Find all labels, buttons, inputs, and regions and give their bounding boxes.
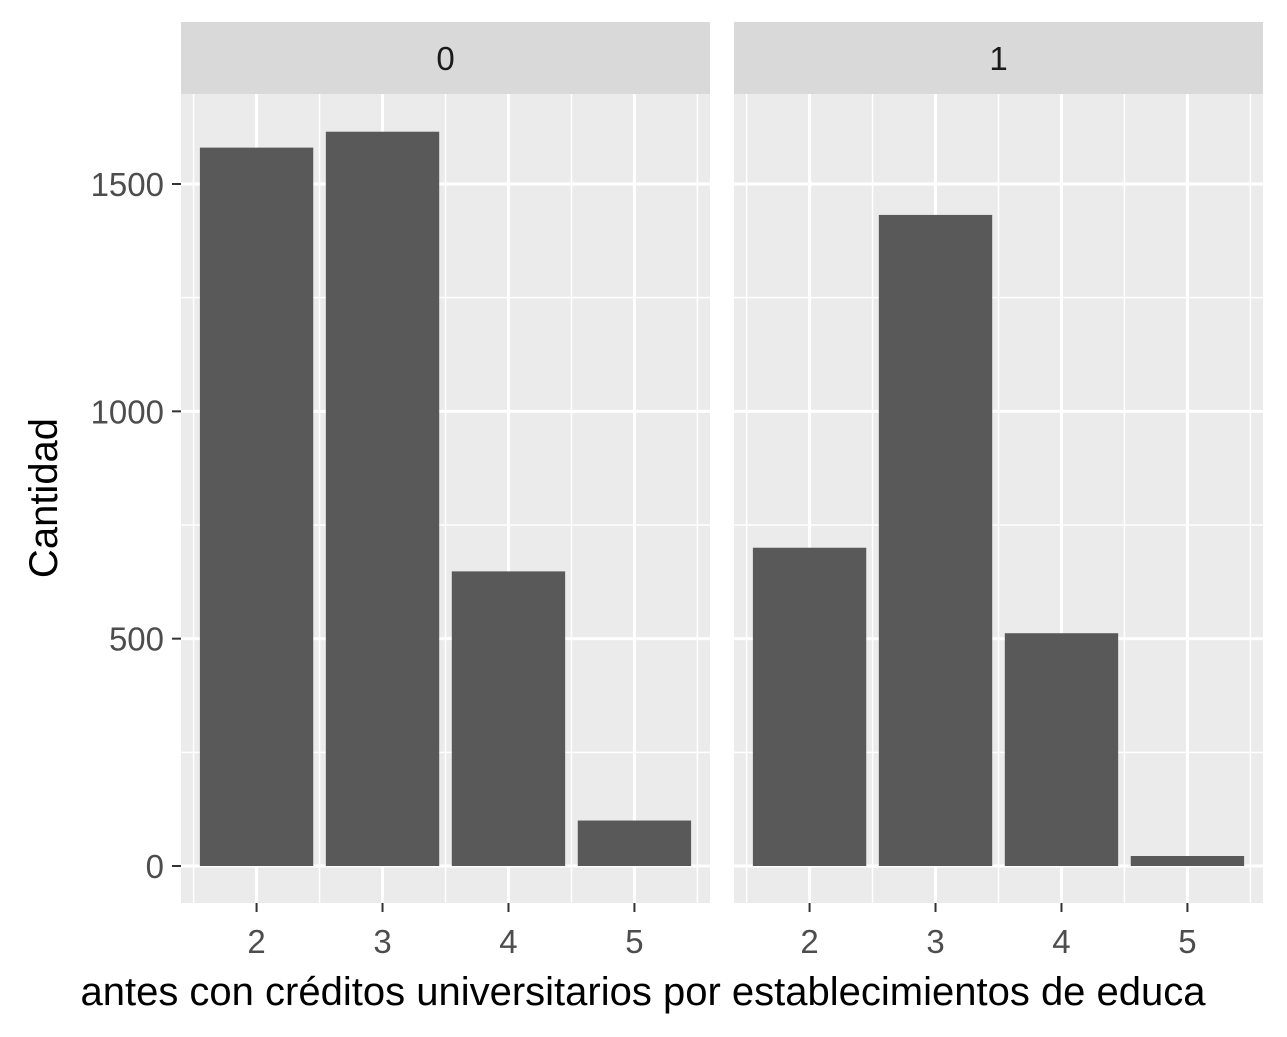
x-tick-label: 2 [247, 923, 265, 960]
bar-1-3 [878, 214, 993, 866]
facet-strip [734, 22, 1263, 94]
panels-layer: 0 2 3 4 5 1 2 3 4 5 [181, 22, 1263, 960]
bar-0-4 [451, 571, 566, 866]
y-tick-label: 0 [146, 848, 164, 885]
x-axis-title: antes con créditos universitarios por es… [80, 970, 1206, 1014]
y-tick-label: 1000 [91, 393, 164, 430]
y-tick-label: 1500 [91, 166, 164, 203]
facet-strip-label: 1 [989, 40, 1007, 77]
x-tick-label: 5 [1178, 923, 1196, 960]
x-tick-label: 3 [926, 923, 944, 960]
facet-strip [181, 22, 710, 94]
x-tick-label: 3 [373, 923, 391, 960]
y-tick-label: 500 [109, 621, 164, 658]
x-tick-label: 4 [499, 923, 517, 960]
y-axis: 0 500 1000 1500 [91, 166, 181, 885]
bar-1-5 [1130, 855, 1245, 866]
facet-strip-label: 0 [436, 40, 454, 77]
bar-1-2 [752, 547, 867, 866]
facet-panel-0: 0 2 3 4 5 [181, 22, 710, 960]
bar-0-5 [577, 820, 692, 866]
x-tick-label: 4 [1052, 923, 1070, 960]
bar-0-3 [325, 131, 440, 867]
x-tick-label: 5 [625, 923, 643, 960]
bar-1-4 [1004, 633, 1119, 866]
y-axis-title: Cantidad [22, 418, 66, 578]
x-tick-label: 2 [800, 923, 818, 960]
facet-panel-1: 1 2 3 4 5 [734, 22, 1263, 960]
bar-0-2 [199, 147, 314, 867]
